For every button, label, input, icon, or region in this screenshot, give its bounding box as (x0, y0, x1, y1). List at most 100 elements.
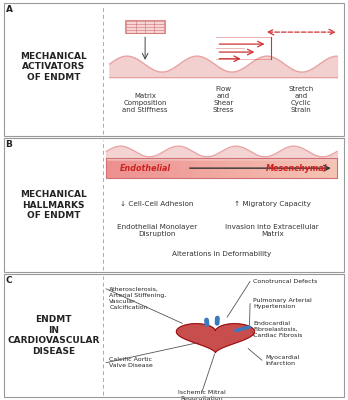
Bar (281, 158, 284, 178)
Bar (191, 158, 193, 178)
Bar (139, 158, 141, 178)
Bar (227, 158, 230, 178)
Bar (256, 158, 259, 178)
Text: Stretch
and
Cyclic
Strain: Stretch and Cyclic Strain (289, 86, 314, 113)
Bar (197, 158, 199, 178)
Bar (247, 158, 249, 178)
Bar (181, 158, 183, 178)
Bar (300, 158, 303, 178)
Bar (147, 158, 149, 178)
Text: Flow
and
Shear
Stress: Flow and Shear Stress (213, 86, 234, 113)
Bar (187, 158, 189, 178)
Bar (220, 158, 222, 178)
Bar (237, 158, 239, 178)
Bar (177, 158, 180, 178)
Bar (127, 158, 129, 178)
Bar (324, 158, 326, 178)
Bar (168, 158, 170, 178)
Bar (137, 158, 139, 178)
Bar (189, 158, 191, 178)
Bar (204, 158, 206, 178)
Bar (316, 158, 318, 178)
Bar (266, 158, 268, 178)
Bar (152, 158, 155, 178)
Bar (141, 158, 143, 178)
Bar (173, 158, 176, 178)
Bar (264, 158, 266, 178)
Bar (210, 158, 212, 178)
Text: Mesenchymal: Mesenchymal (265, 164, 327, 173)
Bar (296, 158, 299, 178)
Bar (285, 158, 287, 178)
Text: Endothelial: Endothelial (120, 164, 171, 173)
Text: Invasion into Extracellular
Matrix: Invasion into Extracellular Matrix (226, 224, 319, 237)
Bar (243, 158, 245, 178)
Bar (287, 158, 289, 178)
Bar (320, 158, 322, 178)
Bar (214, 158, 216, 178)
Bar (121, 158, 124, 178)
Text: ENDMT
IN
CARDIOVASCULAR
DISEASE: ENDMT IN CARDIOVASCULAR DISEASE (7, 316, 100, 356)
Bar (133, 158, 135, 178)
Bar (193, 158, 195, 178)
Bar (239, 158, 241, 178)
Bar (148, 158, 151, 178)
Bar (200, 158, 203, 178)
Bar (135, 158, 137, 178)
Bar (258, 158, 260, 178)
Bar (175, 158, 177, 178)
Bar (116, 158, 118, 178)
Bar (335, 158, 337, 178)
Bar (327, 158, 330, 178)
Bar (308, 158, 310, 178)
Text: MECHANICAL
HALLMARKS
OF ENDMT: MECHANICAL HALLMARKS OF ENDMT (20, 190, 87, 220)
Bar (260, 158, 262, 178)
Bar (251, 158, 253, 178)
Bar (198, 158, 201, 178)
Bar (241, 158, 243, 178)
Bar (231, 158, 234, 178)
Bar (144, 158, 147, 178)
Text: B: B (6, 140, 13, 149)
Bar (318, 158, 320, 178)
Bar (302, 158, 304, 178)
Bar (212, 158, 214, 178)
Bar (162, 158, 164, 178)
Bar (295, 158, 297, 178)
Bar (283, 158, 285, 178)
Text: Myocardial
Infarction: Myocardial Infarction (266, 355, 300, 366)
Bar (125, 158, 128, 178)
Bar (164, 158, 166, 178)
Text: Calcific Aortic
Valve Disease: Calcific Aortic Valve Disease (110, 357, 153, 368)
Bar (172, 158, 174, 178)
Bar (166, 158, 168, 178)
Bar (329, 158, 332, 178)
Bar (143, 158, 145, 178)
Bar (112, 158, 114, 178)
Bar (275, 158, 278, 178)
Bar (229, 158, 231, 178)
Text: ↓ Cell-Cell Adhesion: ↓ Cell-Cell Adhesion (120, 201, 193, 207)
Bar (306, 158, 308, 178)
Bar (158, 158, 160, 178)
Bar (118, 158, 120, 178)
Bar (156, 158, 158, 178)
Bar (314, 158, 316, 178)
Bar (245, 158, 247, 178)
FancyBboxPatch shape (125, 20, 165, 34)
Bar (154, 158, 157, 178)
Text: ↑ Migratory Capacity: ↑ Migratory Capacity (234, 201, 311, 207)
Bar (150, 158, 152, 178)
Bar (195, 158, 197, 178)
Bar (223, 158, 226, 178)
Bar (131, 158, 133, 178)
Bar (322, 158, 324, 178)
Bar (277, 158, 280, 178)
Bar (216, 158, 218, 178)
Text: Conotruncal Defects: Conotruncal Defects (253, 279, 318, 284)
Bar (271, 158, 274, 178)
Bar (262, 158, 264, 178)
Text: Endocardial
Fibroelastosis,
Cardiac Fibrosis: Endocardial Fibroelastosis, Cardiac Fibr… (253, 321, 303, 338)
Bar (108, 158, 110, 178)
Text: Ischemic Mitral
Regurgitation: Ischemic Mitral Regurgitation (178, 390, 226, 400)
